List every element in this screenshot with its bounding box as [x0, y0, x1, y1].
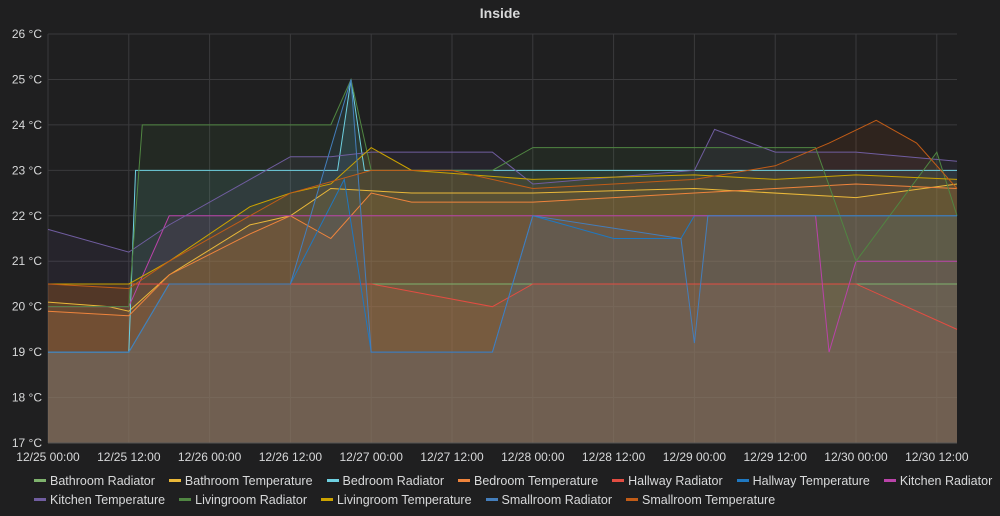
series-area: [48, 215, 957, 443]
y-tick-label: 18 °C: [12, 391, 42, 405]
legend-label: Bedroom Radiator: [342, 474, 444, 488]
y-tick-label: 19 °C: [12, 345, 42, 359]
series-area: [48, 79, 957, 443]
legend-swatch-icon: [320, 497, 333, 501]
legend-item[interactable]: Bathroom Radiator: [30, 472, 155, 491]
x-tick-label: 12/25 12:00: [97, 450, 161, 464]
series-area: [48, 147, 957, 443]
y-tick-label: 24 °C: [12, 118, 42, 132]
legend-label: Kitchen Radiator: [899, 474, 993, 488]
x-tick-label: 12/29 12:00: [743, 450, 807, 464]
x-tick-label: 12/25 00:00: [16, 450, 80, 464]
legend-swatch-icon: [736, 478, 749, 482]
x-tick-label: 12/28 00:00: [501, 450, 565, 464]
legend-item[interactable]: Livingroom Radiator: [175, 491, 307, 510]
x-tick-label: 12/26 12:00: [259, 450, 323, 464]
legend-swatch-icon: [458, 478, 470, 482]
legend-row: Kitchen Temperature Livingroom Radiator Li…: [30, 491, 990, 510]
series-line: [47, 183, 958, 312]
series-area: [48, 183, 957, 443]
legend-swatch-icon: [485, 497, 498, 501]
series-line: [48, 77, 958, 308]
legend-item[interactable]: Kitchen Radiator: [880, 472, 992, 491]
x-tick-label: 12/30 00:00: [824, 450, 888, 464]
y-tick-label: 26 °C: [12, 27, 42, 41]
legend-swatch-icon: [34, 497, 46, 501]
legend-label: Livingroom Temperature: [336, 493, 472, 507]
y-tick-label: 17 °C: [12, 436, 42, 450]
panel-title: Inside: [479, 5, 521, 21]
legend-item[interactable]: Bedroom Temperature: [454, 472, 598, 491]
legend-row: Bathroom Radiator Bathroom Temperature Bed…: [30, 472, 992, 491]
legend-swatch-icon: [883, 478, 896, 482]
x-tick-label: 12/27 12:00: [420, 450, 484, 464]
legend-item[interactable]: Hallway Temperature: [733, 472, 870, 491]
series-line: [48, 79, 957, 353]
y-tick-label: 21 °C: [12, 254, 42, 268]
x-tick-label: 12/28 12:00: [582, 450, 646, 464]
x-tick-label: 12/30 12:00: [905, 450, 969, 464]
series-line: [48, 79, 957, 353]
legend-label: Smallroom Radiator: [501, 493, 613, 507]
y-tick-label: 23 °C: [12, 163, 42, 177]
legend-label: Hallway Temperature: [752, 474, 870, 488]
temperature-chart: 17 °C 18 °C 19 °C 20 °C 21 °C 22 °C 23 °C 24 °C…: [12, 27, 969, 464]
legend-label: Bathroom Radiator: [50, 474, 155, 488]
legend-label: Livingroom Radiator: [195, 493, 307, 507]
legend-swatch-icon: [34, 478, 46, 482]
chart-legend: Bathroom Radiator Bathroom Temperature Bed…: [30, 472, 992, 510]
legend-item[interactable]: Smallroom Radiator: [482, 491, 612, 510]
legend-label: Hallway Radiator: [628, 474, 723, 488]
series-area: [48, 179, 957, 443]
legend-label: Smallroom Temperature: [642, 493, 776, 507]
legend-item[interactable]: Livingroom Temperature: [317, 491, 472, 510]
x-tick-label: 12/29 00:00: [663, 450, 727, 464]
y-tick-label: 20 °C: [12, 300, 42, 314]
series-line: [47, 119, 958, 289]
legend-swatch-icon: [179, 497, 192, 501]
legend-swatch-icon: [326, 478, 339, 482]
legend-label: Kitchen Temperature: [50, 493, 166, 507]
legend-swatch-icon: [168, 478, 181, 482]
y-tick-label: 25 °C: [12, 72, 42, 86]
legend-item[interactable]: Hallway Radiator: [608, 472, 723, 491]
legend-item[interactable]: Bedroom Radiator: [323, 472, 444, 491]
legend-item[interactable]: Bathroom Temperature: [165, 472, 313, 491]
legend-label: Bedroom Temperature: [474, 474, 599, 488]
legend-swatch-icon: [626, 497, 639, 501]
series-line: [47, 128, 958, 253]
x-tick-label: 12/27 00:00: [339, 450, 403, 464]
series-area: [48, 183, 957, 443]
legend-swatch-icon: [612, 478, 625, 482]
x-tick-label: 12/26 00:00: [178, 450, 242, 464]
y-tick-label: 22 °C: [12, 209, 42, 223]
series-area: [48, 283, 957, 443]
legend-item[interactable]: Kitchen Temperature: [30, 491, 165, 510]
series-area: [48, 120, 957, 443]
series-area: [48, 129, 957, 443]
legend-item[interactable]: Smallroom Temperature: [622, 491, 775, 510]
legend-label: Bathroom Temperature: [184, 474, 313, 488]
series-area: [48, 283, 957, 443]
